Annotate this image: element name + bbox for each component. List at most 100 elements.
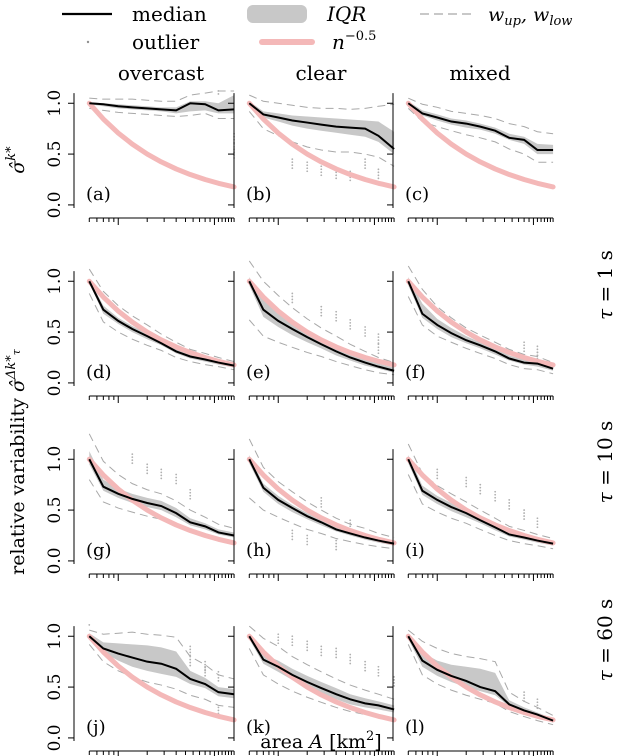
panel-f: (f): [387, 265, 556, 403]
y-tick-label: 0.5: [45, 319, 65, 346]
outlier-point: [189, 658, 192, 661]
legend: median IQR wup, wlow outlier n−0.5: [62, 2, 572, 54]
y-tick-label: 1.0: [45, 90, 65, 117]
iqr-band: [408, 277, 554, 371]
x-axis-label: area A [km2]: [260, 729, 381, 753]
outlier-point: [291, 161, 294, 164]
outlier-point: [306, 640, 309, 643]
outlier-point: [523, 347, 526, 350]
iqr-band: [249, 277, 395, 373]
outlier-point: [320, 305, 323, 308]
outlier-point: [204, 665, 207, 668]
outlier-point: [393, 685, 395, 687]
outlier-point: [335, 542, 338, 545]
outlier-point: [536, 345, 539, 348]
panel-b: (b): [228, 93, 397, 225]
outlier-point: [349, 519, 352, 522]
outlier-point: [364, 326, 367, 328]
median-line: [248, 102, 395, 150]
outlier-point: [335, 653, 338, 656]
outlier-point: [393, 682, 395, 684]
outlier-point: [291, 532, 294, 535]
reference-curve: [86, 633, 237, 723]
outlier-point: [377, 171, 380, 174]
outlier-point: [189, 494, 192, 497]
median-line: [89, 102, 235, 112]
panels: 0.00.51.0(a) (b) (c)0.00.51.0(d) (e) (f)0.00…: [45, 90, 556, 756]
outlier-point: [364, 161, 367, 164]
outlier-point: [320, 311, 323, 314]
whisker-up-line: [407, 629, 554, 716]
outlier-point: [189, 497, 192, 500]
whisker-up-line: [88, 268, 235, 363]
iqr-band: [249, 633, 395, 713]
outlier-point: [335, 545, 338, 548]
panel-label: (h): [246, 540, 272, 561]
outlier-point: [377, 333, 380, 336]
panel-label: (k): [246, 717, 271, 738]
outlier-point: [465, 485, 468, 488]
outlier-point: [88, 624, 91, 626]
outlier-point: [291, 644, 294, 647]
outlier-point: [349, 318, 352, 321]
panel-j: 0.00.51.01.010.0(j): [45, 623, 237, 756]
panel-label: (c): [405, 184, 429, 205]
outlier-point: [436, 477, 439, 480]
median-line: [407, 102, 554, 152]
legend-whisker-label: wup, wlow: [488, 4, 572, 29]
whisker-low-line: [88, 644, 235, 708]
panel-label: (g): [86, 540, 112, 561]
reference-curve: [405, 633, 556, 723]
outlier-point: [320, 314, 323, 317]
outlier-point: [204, 674, 207, 677]
outlier-point: [160, 471, 163, 474]
panel-label: (e): [246, 362, 271, 383]
outlier-point: [306, 540, 309, 543]
outlier-point: [335, 650, 338, 653]
outlier-point: [349, 324, 352, 327]
outlier-point: [320, 165, 323, 168]
median-line: [407, 458, 554, 545]
outlier-point: [320, 171, 323, 174]
reference-curve: [246, 456, 397, 546]
outlier-point: [291, 641, 294, 644]
outlier-point: [277, 639, 280, 642]
panel-label: (i): [405, 540, 425, 561]
outlier-point: [189, 655, 192, 658]
y-tick-label: 0.5: [45, 497, 65, 524]
outlier-point: [320, 505, 323, 508]
outlier-point: [291, 538, 294, 541]
outlier-point: [349, 327, 352, 330]
reference-curve: [86, 100, 237, 190]
outlier-point: [508, 508, 511, 510]
outlier-point: [175, 473, 178, 476]
outlier-point: [320, 168, 323, 171]
outlier-point: [320, 645, 323, 648]
reference-curve: [86, 278, 237, 368]
outlier-point: [536, 704, 539, 707]
iqr-band: [89, 279, 235, 368]
outlier-point: [131, 462, 134, 465]
outlier-point: [536, 707, 539, 710]
outlier-point: [291, 167, 294, 170]
outlier-point: [335, 171, 338, 174]
y-tick-label: 0.5: [45, 674, 65, 701]
y-axis-label-top: σ̂k*: [4, 146, 29, 174]
outlier-point: [377, 339, 380, 342]
median-line: [88, 635, 235, 696]
outlier-point: [349, 525, 352, 528]
outlier-point: [508, 502, 511, 504]
outlier-point: [160, 468, 163, 471]
outlier-point: [377, 174, 380, 177]
outlier-point: [349, 659, 352, 662]
outlier-point: [494, 496, 497, 499]
outlier-point: [189, 488, 192, 491]
outlier-point: [377, 352, 380, 355]
outlier-point: [377, 665, 380, 668]
outlier-point: [306, 537, 309, 540]
outlier-point: [146, 466, 149, 469]
outlier-point: [189, 648, 192, 651]
outlier-point: [306, 167, 309, 170]
outlier-point: [465, 476, 468, 479]
outlier-point: [217, 670, 220, 673]
